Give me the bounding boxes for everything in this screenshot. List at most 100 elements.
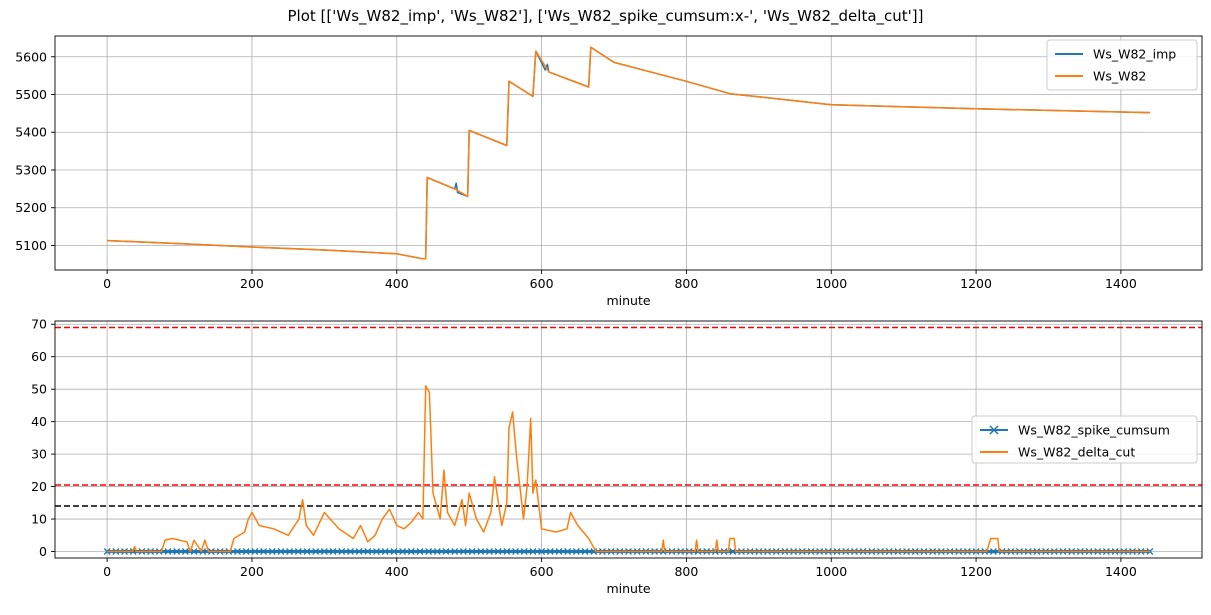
x-tick-label: 600 — [530, 564, 554, 579]
series-marker — [433, 548, 441, 555]
y-tick-label: 5300 — [15, 162, 47, 177]
legend: Ws_W82_imp Ws_W82 — [1046, 39, 1198, 91]
series-marker — [268, 548, 276, 555]
y-tick-label: 50 — [31, 382, 47, 397]
series-marker — [399, 548, 407, 555]
series-marker — [468, 548, 476, 555]
series-marker — [442, 548, 450, 555]
series-marker — [572, 548, 580, 555]
x-tick-label: 1000 — [815, 276, 847, 291]
x-tick-label: 1400 — [1105, 276, 1137, 291]
axes-frame — [54, 320, 1203, 559]
series-marker — [381, 548, 389, 555]
x-tick-label: 600 — [530, 276, 554, 291]
series-marker — [260, 548, 268, 555]
series-marker — [659, 548, 667, 555]
series-marker — [242, 548, 250, 555]
series-marker — [477, 548, 485, 555]
x-axis-label: minute — [606, 293, 650, 308]
x-tick-label: 400 — [385, 564, 409, 579]
legend-label: Ws_W82_imp — [1093, 47, 1176, 62]
series-marker — [364, 548, 372, 555]
series-marker — [451, 548, 459, 555]
axes-frame — [54, 35, 1203, 271]
series-line — [107, 385, 1150, 553]
x-tick-label: 1200 — [960, 564, 992, 579]
x-tick-label: 1200 — [960, 276, 992, 291]
series-marker — [373, 548, 380, 555]
series-marker — [416, 548, 424, 555]
series-marker — [590, 548, 598, 555]
series-marker — [312, 548, 320, 555]
y-tick-label: 5200 — [15, 200, 47, 215]
y-tick-label: 5400 — [15, 125, 47, 140]
legend: Ws_W82_spike_cumsum Ws_W82_delta_cut — [971, 415, 1198, 464]
y-tick-label: 70 — [31, 317, 47, 332]
y-tick-label: 0 — [39, 544, 47, 559]
legend-marker — [989, 425, 999, 435]
series-marker — [425, 548, 433, 555]
x-tick-label: 200 — [240, 276, 264, 291]
x-axis-label: minute — [606, 581, 650, 596]
series-marker — [329, 548, 337, 555]
series-marker — [286, 548, 294, 555]
x-tick-label: 200 — [240, 564, 264, 579]
y-tick-label: 30 — [31, 447, 47, 462]
series-marker — [581, 548, 589, 555]
series-marker — [346, 548, 354, 555]
figure-title: Plot [['Ws_W82_imp', 'Ws_W82'], ['Ws_W82… — [288, 7, 924, 26]
y-tick-label: 5100 — [15, 238, 47, 253]
x-tick-label: 1400 — [1105, 564, 1137, 579]
y-tick-label: 40 — [31, 414, 47, 429]
series-marker — [564, 548, 572, 555]
legend-box — [971, 415, 1198, 464]
series-marker — [320, 548, 328, 555]
x-tick-label: 0 — [103, 276, 111, 291]
series-marker — [459, 548, 467, 555]
plot-area — [55, 326, 1202, 555]
series-marker — [164, 548, 172, 555]
series-marker — [277, 548, 285, 555]
series-marker — [407, 548, 415, 555]
legend-label: Ws_W82_delta_cut — [1018, 445, 1135, 460]
series-marker — [181, 548, 189, 555]
series-marker — [173, 548, 181, 555]
x-tick-label: 800 — [674, 276, 698, 291]
series-marker — [503, 548, 511, 555]
series-marker — [486, 548, 493, 555]
plot-area — [107, 46, 1150, 260]
legend-label: Ws_W82 — [1093, 69, 1146, 84]
panel-2: 0 200 400 600 800 1000 1200 1400 0 10 20 30 40 50 60 70… — [31, 317, 1203, 596]
series-marker — [338, 548, 346, 555]
legend-box — [1046, 39, 1198, 91]
series-marker — [520, 548, 528, 555]
series-marker — [494, 548, 502, 555]
x-tick-label: 400 — [385, 276, 409, 291]
legend-label: Ws_W82_spike_cumsum — [1018, 423, 1170, 438]
series-marker — [512, 548, 519, 555]
series-marker — [538, 548, 546, 555]
series-marker — [355, 548, 363, 555]
series-marker — [234, 548, 241, 555]
series-marker — [529, 548, 537, 555]
y-tick-label: 60 — [31, 349, 47, 364]
x-tick-label: 800 — [674, 564, 698, 579]
series-marker — [989, 548, 997, 555]
panel-1: 0 200 400 600 800 1000 1200 1400 5100 5200 5300 540… — [15, 35, 1203, 308]
y-tick-label: 10 — [31, 512, 47, 527]
series-marker — [546, 548, 554, 555]
y-tick-label: 5500 — [15, 87, 47, 102]
series-marker — [294, 548, 302, 555]
x-tick-label: 1000 — [815, 564, 847, 579]
y-tick-label: 20 — [31, 479, 47, 494]
series-marker — [303, 548, 311, 555]
series-marker — [390, 548, 398, 555]
series-line — [107, 46, 1150, 260]
x-tick-label: 0 — [103, 564, 111, 579]
series-marker — [190, 548, 198, 555]
series-marker — [251, 548, 259, 555]
series-marker — [555, 548, 563, 555]
y-tick-label: 5600 — [15, 49, 47, 64]
